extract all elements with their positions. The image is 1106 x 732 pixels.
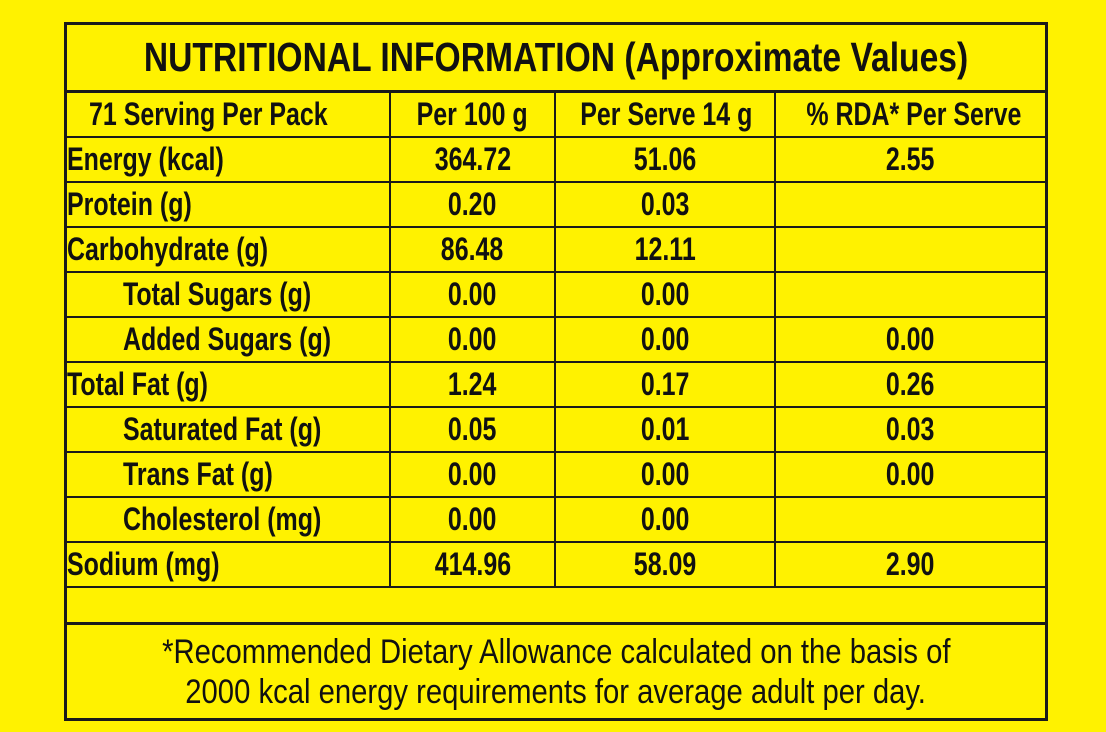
footnote-line-1: *Recommended Dietary Allowance calculate… <box>161 632 951 671</box>
row-label: Carbohydrate (g) <box>67 225 391 273</box>
row-label: Cholesterol (mg) <box>67 495 391 543</box>
table-row: Cholesterol (mg) 0.00 0.00 <box>67 495 1045 543</box>
row-label: Total Fat (g) <box>67 360 391 408</box>
per-100g-value: 0.20 <box>389 180 556 228</box>
table-row: Protein (g) 0.20 0.03 <box>67 180 1045 228</box>
rda-value <box>774 180 1045 228</box>
per-serve-value: 0.17 <box>554 360 776 408</box>
rda-value <box>774 270 1045 318</box>
row-label: Total Sugars (g) <box>67 270 391 318</box>
table-row: Energy (kcal) 364.72 51.06 2.55 <box>67 135 1045 183</box>
per-100g-value: 1.24 <box>389 360 556 408</box>
rda-value: 0.00 <box>774 315 1045 363</box>
row-label: Saturated Fat (g) <box>67 405 391 453</box>
per-serve-value: 0.00 <box>554 450 776 498</box>
table-row: Carbohydrate (g) 86.48 12.11 <box>67 225 1045 273</box>
per-100g-value: 86.48 <box>389 225 556 273</box>
rda-footnote: *Recommended Dietary Allowance calculate… <box>67 622 1045 718</box>
per-100g-value: 0.00 <box>389 315 556 363</box>
row-label: Trans Fat (g) <box>67 450 391 498</box>
per-serve-value: 51.06 <box>554 135 776 183</box>
per-serve-value: 12.11 <box>554 225 776 273</box>
row-label: Sodium (mg) <box>67 540 391 588</box>
row-label: Protein (g) <box>67 180 391 228</box>
rda-value: 0.03 <box>774 405 1045 453</box>
per-serve-value: 0.03 <box>554 180 776 228</box>
per-100g-value: 0.00 <box>389 270 556 318</box>
header-row: 71 Serving Per Pack Per 100 g Per Serve … <box>67 90 1045 138</box>
header-rda: % RDA* Per Serve <box>774 90 1045 138</box>
per-serve-value: 0.00 <box>554 270 776 318</box>
per-100g-value: 0.00 <box>389 450 556 498</box>
per-100g-value: 0.00 <box>389 495 556 543</box>
row-label: Energy (kcal) <box>67 135 391 183</box>
table-row: Total Sugars (g) 0.00 0.00 <box>67 270 1045 318</box>
table-row: Sodium (mg) 414.96 58.09 2.90 <box>67 540 1045 588</box>
table-row: Trans Fat (g) 0.00 0.00 0.00 <box>67 450 1045 498</box>
page-title: NUTRITIONAL INFORMATION (Approximate Val… <box>143 34 969 80</box>
table-row: Total Fat (g) 1.24 0.17 0.26 <box>67 360 1045 408</box>
nutrition-panel: NUTRITIONAL INFORMATION (Approximate Val… <box>64 22 1048 721</box>
per-serve-value: 0.00 <box>554 495 776 543</box>
rda-value <box>774 225 1045 273</box>
per-serve-value: 0.01 <box>554 405 776 453</box>
rda-value: 0.00 <box>774 450 1045 498</box>
per-100g-value: 414.96 <box>389 540 556 588</box>
row-label: Added Sugars (g) <box>67 315 391 363</box>
rda-value: 0.26 <box>774 360 1045 408</box>
header-servings: 71 Serving Per Pack <box>67 90 391 138</box>
header-per-100g: Per 100 g <box>389 90 556 138</box>
per-serve-value: 58.09 <box>554 540 776 588</box>
per-100g-value: 364.72 <box>389 135 556 183</box>
footnote-line-2: 2000 kcal energy requirements for averag… <box>185 672 927 711</box>
table-row: Saturated Fat (g) 0.05 0.01 0.03 <box>67 405 1045 453</box>
per-serve-value: 0.00 <box>554 315 776 363</box>
table-row: Added Sugars (g) 0.00 0.00 0.00 <box>67 315 1045 363</box>
rda-value: 2.55 <box>774 135 1045 183</box>
nutrition-table: 71 Serving Per Pack Per 100 g Per Serve … <box>67 90 1045 588</box>
header-per-serve: Per Serve 14 g <box>554 90 776 138</box>
rda-value: 2.90 <box>774 540 1045 588</box>
rda-value <box>774 495 1045 543</box>
per-100g-value: 0.05 <box>389 405 556 453</box>
